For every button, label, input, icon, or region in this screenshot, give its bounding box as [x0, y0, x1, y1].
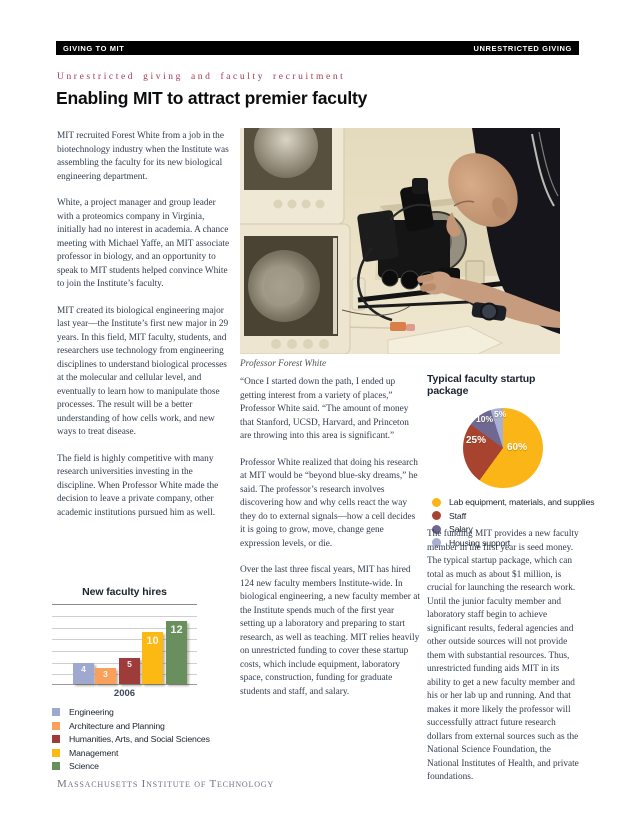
pie-chart	[463, 408, 543, 488]
legend-swatch-icon	[52, 762, 60, 771]
legend-item: Science	[52, 761, 197, 771]
footer-wordmark: Massachusetts Institute of Technology	[57, 778, 274, 790]
pie-chart-title: Typical faculty startup package	[427, 373, 536, 397]
body-paragraph: MIT recruited Forest White from a job in…	[57, 131, 229, 182]
pie-slice-label: 60%	[507, 442, 528, 453]
crt-monitors	[240, 128, 351, 354]
body-paragraph: Over the last three fiscal years, MIT ha…	[240, 565, 420, 697]
bar-humanities: 5	[119, 657, 140, 684]
pie-chart-section: Typical faculty startup package 60% 25% …	[427, 373, 595, 551]
legend-item: Engineering	[52, 707, 197, 717]
legend-item: Management	[52, 748, 197, 758]
bar-chart-section: New faculty hires 4 3 5 10 12 2006 Engin…	[52, 586, 210, 775]
banner-section-label: GIVING TO MIT	[63, 43, 125, 53]
legend-item: Humanities, Arts, and Social Sciences	[52, 734, 210, 744]
banner-topic-label: UNRESTRICTED GIVING	[473, 43, 572, 53]
legend-item: Lab equipment, materials, and supplies	[432, 497, 595, 507]
legend-swatch-icon	[52, 708, 60, 716]
legend-item: Salary	[432, 524, 579, 534]
bar-engineering: 4	[73, 663, 94, 684]
bar-science: 12	[166, 621, 187, 684]
legend-swatch-icon	[432, 497, 441, 507]
legend-swatch-icon	[52, 735, 60, 744]
legend-swatch-icon	[432, 538, 441, 548]
lab-photo	[240, 128, 560, 354]
professor-figure	[417, 128, 560, 334]
pie-slice-label: 10%	[476, 414, 494, 424]
top-banner: GIVING TO MIT UNRESTRICTED GIVING	[56, 41, 579, 55]
gridline	[52, 616, 197, 617]
pie-slice-label: 25%	[466, 435, 487, 446]
middle-column: “Once I started down the path, I ended u…	[240, 376, 421, 712]
body-paragraph: Professor White realized that doing his …	[240, 457, 418, 549]
page-title: Enabling MIT to attract premier faculty	[56, 88, 368, 108]
gridline	[52, 639, 197, 640]
bar-management: 10	[142, 631, 163, 684]
wristwatch	[471, 302, 507, 321]
right-column: The funding MIT provides a new faculty m…	[427, 528, 579, 798]
body-paragraph: MIT created its biological engineering m…	[57, 305, 229, 438]
gridline	[52, 651, 197, 652]
pie-legend: Lab equipment, materials, and supplies S…	[432, 497, 595, 548]
body-paragraph: White, a project manager and group leade…	[57, 198, 230, 289]
legend-swatch-icon	[52, 748, 60, 757]
legend-swatch-icon	[52, 721, 60, 730]
gridline	[52, 628, 197, 629]
legend-swatch-icon	[432, 524, 441, 534]
eyebrow-kicker: Unrestricted giving and faculty recruitm…	[57, 72, 346, 82]
bench-items	[387, 322, 504, 354]
legend-item: Housing support	[432, 538, 579, 548]
legend-item: Architecture and Planning	[52, 721, 197, 731]
body-paragraph: The funding MIT provides a new faculty m…	[427, 529, 579, 782]
pie-slice-label: 5%	[494, 409, 507, 419]
legend-swatch-icon	[432, 511, 441, 521]
left-column: MIT recruited Forest White from a job in…	[57, 130, 230, 533]
legend-item: Staff	[432, 511, 579, 521]
bar-legend: Engineering Architecture and Planning Hu…	[52, 707, 210, 771]
photo-caption: Professor Forest White	[240, 359, 327, 369]
bar-chart: 4 3 5 10 12	[52, 605, 197, 685]
x-axis-label: 2006	[113, 688, 136, 699]
body-paragraph: “Once I started down the path, I ended u…	[240, 377, 409, 441]
body-paragraph: The field is highly competitive with man…	[57, 453, 219, 518]
bar-architecture: 3	[95, 668, 116, 684]
bar-chart-title: New faculty hires	[52, 586, 197, 605]
